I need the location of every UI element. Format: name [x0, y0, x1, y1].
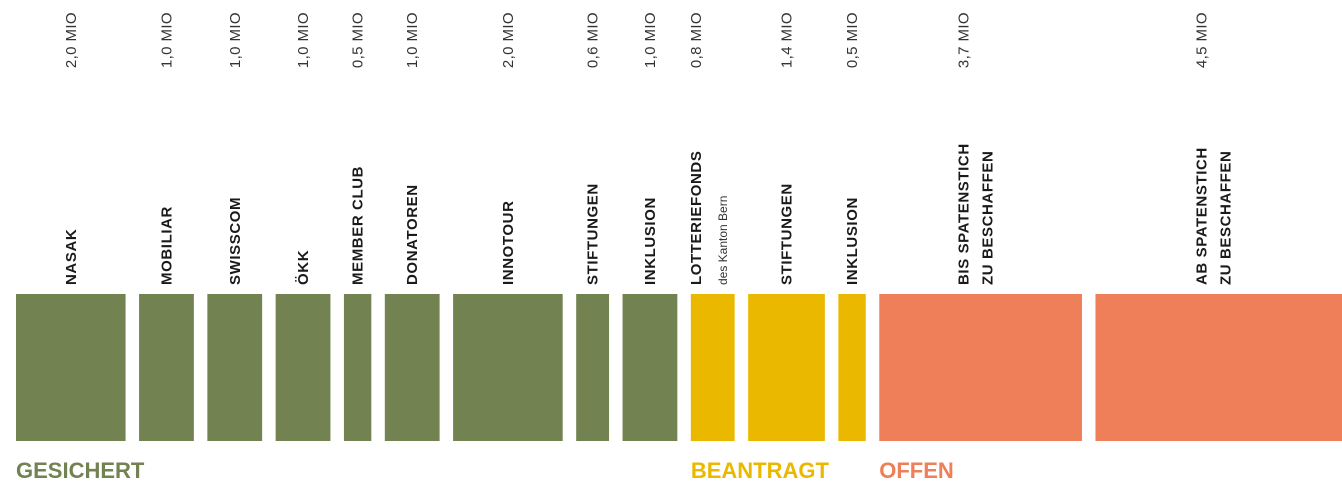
category-label: INNOTOUR: [500, 200, 517, 285]
value-label: 4,5 MIO: [1194, 12, 1211, 68]
category-label: AB SPATENSTICH: [1194, 147, 1211, 285]
group-label: BEANTRAGT: [691, 458, 830, 483]
category-label: ZU BESCHAFFEN: [980, 151, 997, 285]
bar: [453, 294, 563, 441]
category-label: MOBILIAR: [158, 206, 175, 285]
value-label: 0,5 MIO: [350, 12, 367, 68]
bar: [384, 294, 440, 441]
value-label: 0,5 MIO: [844, 12, 861, 68]
value-label: 1,0 MIO: [227, 12, 244, 68]
bar: [576, 294, 610, 441]
bar: [748, 294, 825, 441]
category-label: INKLUSION: [642, 197, 659, 285]
bar: [1095, 294, 1342, 441]
category-label: ÖKK: [295, 250, 312, 285]
value-label: 0,8 MIO: [688, 12, 705, 68]
value-label: 1,0 MIO: [158, 12, 175, 68]
bar: [343, 294, 372, 441]
bar: [16, 294, 126, 441]
bar: [838, 294, 866, 441]
bar: [879, 294, 1082, 441]
bar: [275, 294, 331, 441]
category-note: des Kanton Bern: [716, 196, 730, 285]
value-label: 1,4 MIO: [779, 12, 796, 68]
bar: [690, 294, 735, 441]
category-label: BIS SPATENSTICH: [956, 143, 973, 285]
category-label: MEMBER CLUB: [350, 166, 367, 285]
category-label: INKLUSION: [844, 197, 861, 285]
category-label: STIFTUNGEN: [585, 183, 602, 285]
category-label: SWISSCOM: [227, 197, 244, 285]
category-label: LOTTERIEFONDS: [688, 151, 705, 285]
value-label: 2,0 MIO: [63, 12, 80, 68]
bar: [622, 294, 678, 441]
category-label: STIFTUNGEN: [779, 183, 796, 285]
group-label: GESICHERT: [16, 458, 145, 483]
category-label: DONATOREN: [404, 184, 421, 285]
value-label: 0,6 MIO: [585, 12, 602, 68]
value-label: 2,0 MIO: [500, 12, 517, 68]
group-label: OFFEN: [879, 458, 954, 483]
category-label: ZU BESCHAFFEN: [1218, 151, 1235, 285]
value-label: 1,0 MIO: [404, 12, 421, 68]
value-label: 1,0 MIO: [642, 12, 659, 68]
value-label: 1,0 MIO: [295, 12, 312, 68]
category-label: NASAK: [63, 229, 80, 285]
value-label: 3,7 MIO: [956, 12, 973, 68]
bar: [207, 294, 263, 441]
bar: [139, 294, 194, 441]
